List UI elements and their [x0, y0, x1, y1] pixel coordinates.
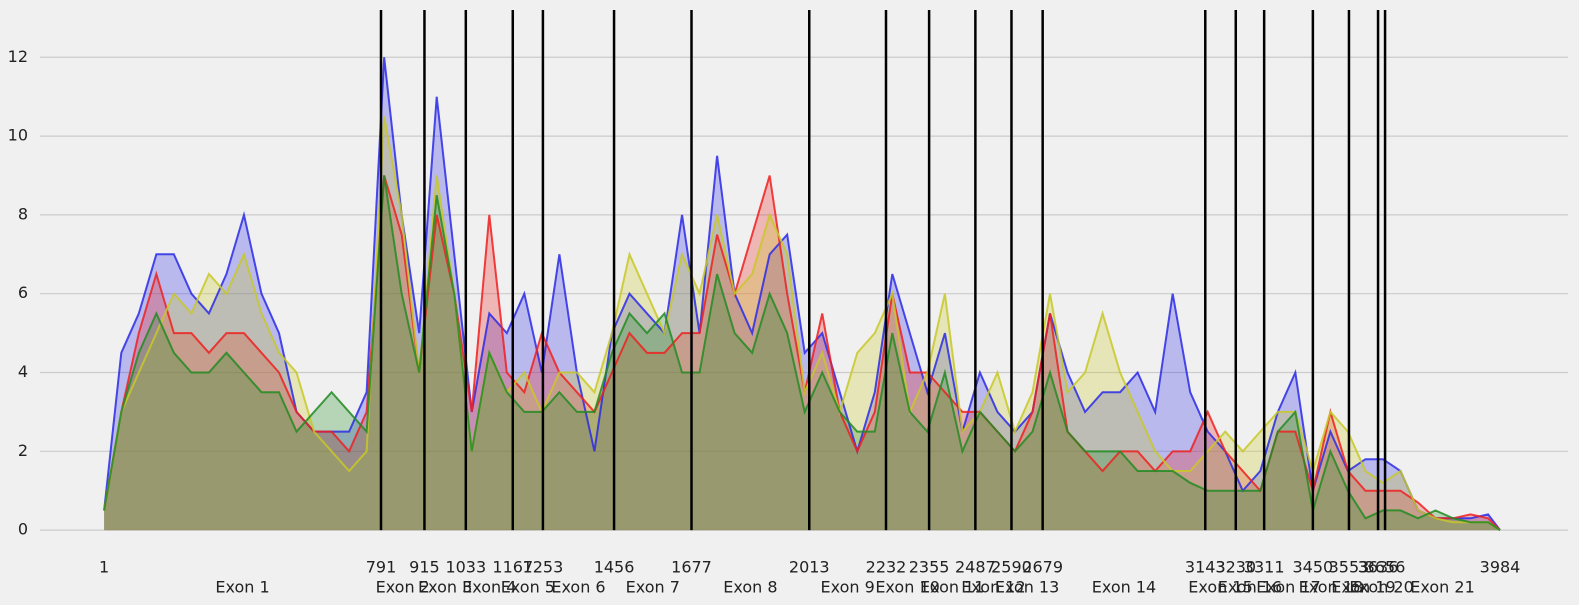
- x-tick-label: 2232: [866, 558, 907, 577]
- y-tick-label: 8: [18, 204, 28, 223]
- exon-label: Exon 15: [1188, 578, 1252, 597]
- x-tick-label: 1: [99, 558, 109, 577]
- exon-label: Exon 10: [875, 578, 939, 597]
- area-fill: [104, 57, 1501, 531]
- x-tick-label: 1033: [445, 558, 486, 577]
- series-line: [103, 116, 1501, 531]
- x-tick-label: 3230: [1215, 558, 1256, 577]
- area-fill: [104, 116, 1501, 531]
- x-tick-label: 791: [366, 558, 397, 577]
- x-tick-label: 1167: [492, 558, 533, 577]
- x-tick-label: 915: [409, 558, 440, 577]
- x-tick-label: 3450: [1293, 558, 1334, 577]
- x-tick-label: 3656: [1365, 558, 1406, 577]
- x-tick-label: 2355: [909, 558, 950, 577]
- exon-label: Exon 21: [1410, 578, 1474, 597]
- exon-label: Exon 1: [215, 578, 269, 597]
- series-line: [103, 175, 1501, 531]
- exon-label: Exon 19: [1331, 578, 1395, 597]
- y-tick-label: 2: [18, 441, 28, 460]
- x-tick-label: 3311: [1244, 558, 1285, 577]
- exon-label: Exon 9: [820, 578, 874, 597]
- x-tick-label: 1253: [523, 558, 564, 577]
- exon-label: Exon 20: [1349, 578, 1413, 597]
- x-tick-label: 2679: [1022, 558, 1063, 577]
- x-tick-label: 3143: [1185, 558, 1226, 577]
- exon-label: Exon 14: [1092, 578, 1156, 597]
- area-fill: [104, 175, 1501, 531]
- y-tick-label: 10: [8, 126, 28, 145]
- x-tick-label: 2590: [991, 558, 1032, 577]
- y-tick-label: 6: [18, 283, 28, 302]
- exon-label: Exon 11: [920, 578, 984, 597]
- y-tick-label: 4: [18, 362, 28, 381]
- exon-label: Exon 12: [961, 578, 1025, 597]
- exon-label: Exon 3: [418, 578, 472, 597]
- exon-label: Exon 17: [1256, 578, 1320, 597]
- x-tick-label: 2013: [789, 558, 830, 577]
- exon-label: Exon 18: [1299, 578, 1363, 597]
- exon-label: Exon 8: [723, 578, 777, 597]
- x-tick-label: 2487: [955, 558, 996, 577]
- exon-label: Exon 5: [501, 578, 555, 597]
- y-tick-label: 0: [18, 520, 28, 539]
- x-tick-label: 3984: [1480, 558, 1521, 577]
- exon-label: Exon 4: [462, 578, 516, 597]
- exon-label: Exon 7: [626, 578, 680, 597]
- exon-label: Exon 2: [376, 578, 430, 597]
- area-fill: [104, 175, 1501, 531]
- exon-label: Exon 13: [995, 578, 1059, 597]
- y-tick-label: 12: [8, 47, 28, 66]
- x-tick-label: 1456: [594, 558, 635, 577]
- x-tick-label: 1677: [671, 558, 712, 577]
- exon-label: Exon 6: [551, 578, 605, 597]
- x-tick-label: 3636: [1358, 558, 1399, 577]
- series-line: [103, 57, 1501, 531]
- x-tick-label: 3553: [1329, 558, 1370, 577]
- exon-label: Exon 16: [1218, 578, 1282, 597]
